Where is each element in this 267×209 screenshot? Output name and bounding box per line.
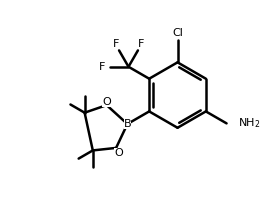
Text: F: F	[113, 39, 119, 49]
Text: NH$_2$: NH$_2$	[238, 116, 260, 130]
Text: B: B	[124, 119, 131, 129]
Text: F: F	[99, 62, 105, 72]
Text: F: F	[138, 39, 144, 49]
Text: O: O	[102, 97, 111, 107]
Text: Cl: Cl	[172, 28, 183, 38]
Text: O: O	[114, 148, 123, 158]
